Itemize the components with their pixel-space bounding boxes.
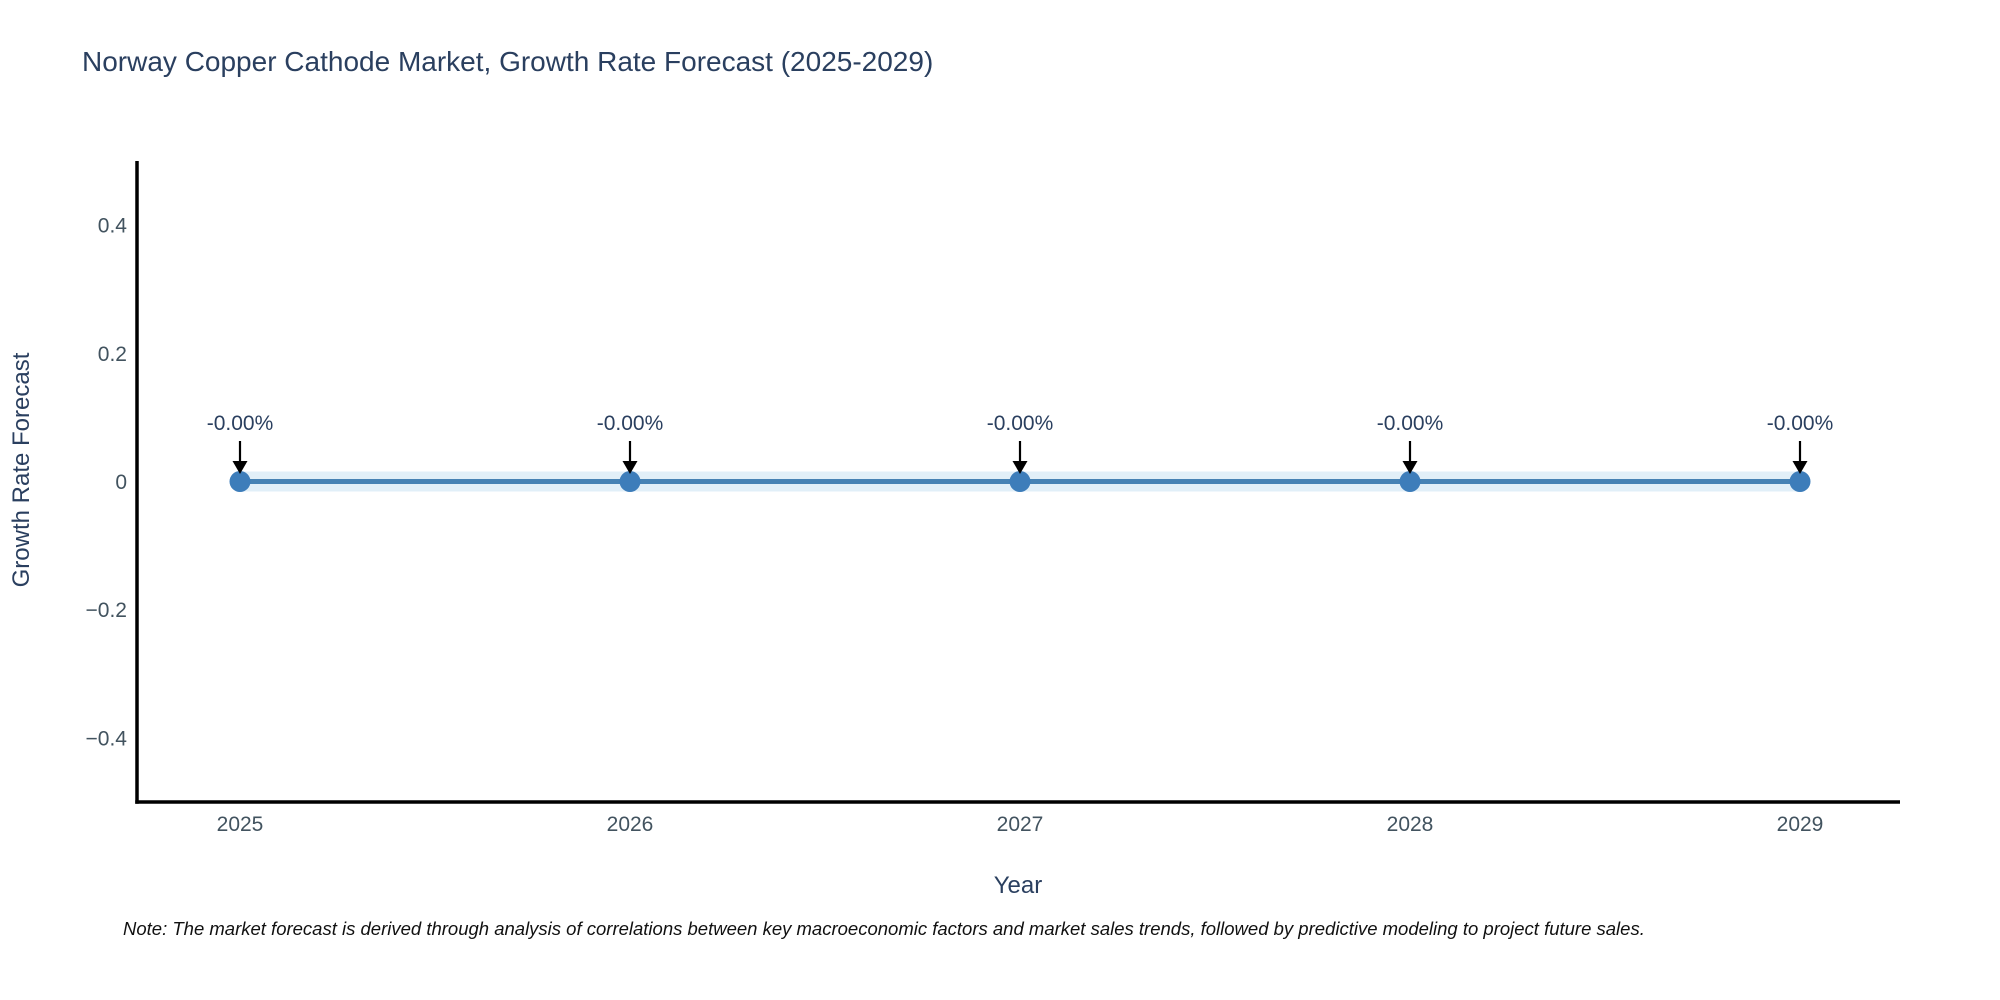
y-tick-label: −0.2: [86, 599, 127, 622]
data-point-marker: [619, 471, 641, 492]
point-annotation: -0.00%: [207, 412, 274, 435]
data-point-marker: [1399, 471, 1421, 492]
point-annotation: -0.00%: [987, 412, 1054, 435]
y-tick-label: 0.2: [98, 343, 127, 366]
annotation-arrowhead-icon: [622, 461, 638, 474]
x-tick-label: 2029: [1777, 813, 1824, 836]
y-tick-label: −0.4: [86, 727, 128, 750]
annotation-arrowhead-icon: [232, 461, 248, 474]
point-annotation: -0.00%: [1767, 412, 1834, 435]
data-point-marker: [1009, 471, 1031, 492]
data-point-marker: [229, 471, 251, 492]
x-tick-label: 2026: [607, 813, 654, 836]
y-axis-title: Growth Rate Forecast: [8, 352, 35, 588]
y-tick-label: 0: [115, 471, 127, 494]
annotation-arrowhead-icon: [1012, 461, 1028, 474]
x-axis-title: Year: [993, 872, 1043, 899]
point-annotation: -0.00%: [597, 412, 664, 435]
point-annotation: -0.00%: [1377, 412, 1444, 435]
annotation-arrowhead-icon: [1402, 461, 1418, 474]
annotation-arrowhead-icon: [1792, 461, 1808, 474]
footnote: Note: The market forecast is derived thr…: [123, 918, 1645, 939]
x-tick-label: 2027: [997, 813, 1044, 836]
y-tick-label: 0.4: [98, 215, 128, 238]
data-point-marker: [1789, 471, 1811, 492]
x-tick-label: 2025: [217, 813, 264, 836]
x-tick-label: 2028: [1387, 813, 1434, 836]
chart-title: Norway Copper Cathode Market, Growth Rat…: [82, 46, 934, 77]
